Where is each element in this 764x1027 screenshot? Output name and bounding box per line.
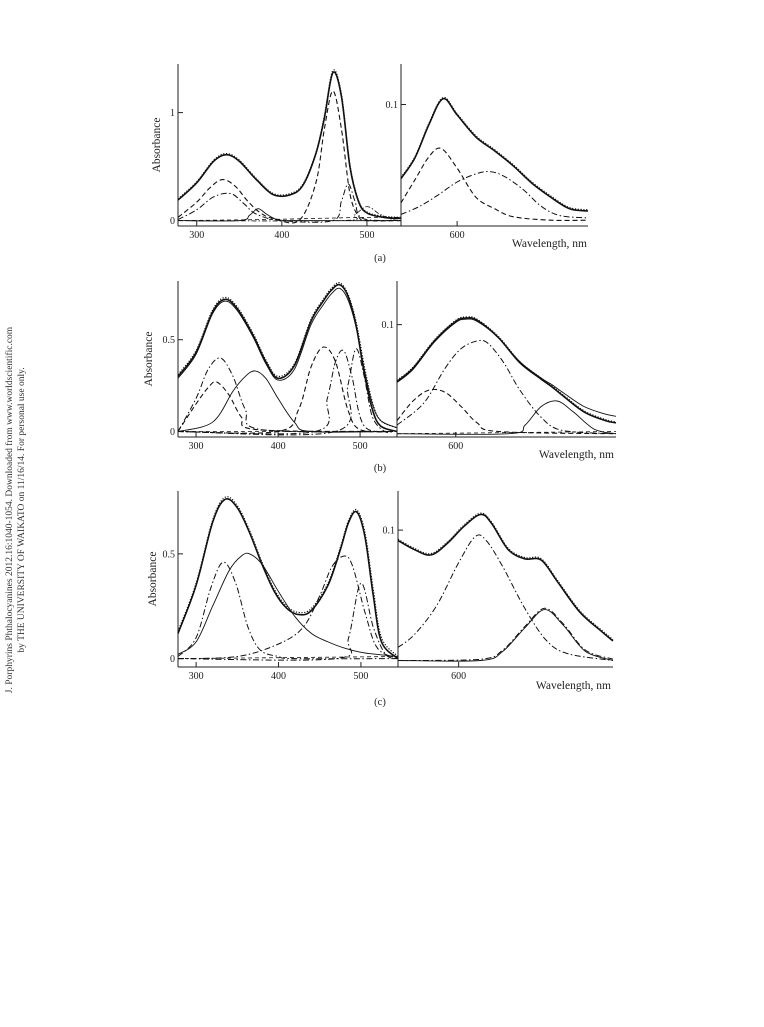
y-axis-label: Absorbance xyxy=(151,118,163,173)
spectrum-curve-dashed xyxy=(177,90,402,224)
spectrum-curve-solid-thin xyxy=(396,318,617,417)
spectrum-curve-dashdot xyxy=(177,349,393,435)
panel-1-right-plot: 0.1 600 xyxy=(386,64,589,241)
x-tick-label: 500 xyxy=(353,441,368,452)
x-axis-label: Wavelength, nm xyxy=(512,238,587,250)
spectrum-curve-dashdot xyxy=(396,339,617,435)
spectrum-curve-solid xyxy=(397,513,614,642)
y-tick-label: 0.1 xyxy=(382,320,395,331)
x-tick-label: 600 xyxy=(448,441,463,452)
spectrum-curve-solid xyxy=(177,71,402,220)
spectrum-curve-solid xyxy=(177,283,398,433)
spectrum-curve-solid-thin xyxy=(397,609,614,662)
y-tick-label: 0.1 xyxy=(386,100,399,111)
x-tick-label: 600 xyxy=(450,230,465,241)
spectrum-curve-solid-thin xyxy=(177,370,393,433)
y-axis-label: Absorbance xyxy=(147,552,159,607)
x-axis-label: Wavelength, nm xyxy=(539,449,614,461)
y-tick-label: 0 xyxy=(170,216,175,227)
spectrum-curve-dashdot xyxy=(397,534,614,661)
spectrum-curve-dotted xyxy=(177,282,398,429)
spectrum-curve-dashdot xyxy=(177,348,393,436)
spectrum-curve-dashdot xyxy=(177,183,402,223)
spectrum-curve-solid-thin xyxy=(177,552,399,657)
spectrum-curve-dashdot xyxy=(177,582,399,661)
panel-2-right-plot: 0.1 600 xyxy=(382,281,617,452)
y-axis-label: Absorbance xyxy=(143,332,155,387)
panel-label: (c) xyxy=(374,697,386,708)
spectrum-curve-solid-thin xyxy=(396,400,617,435)
spectrum-curve-dotted xyxy=(397,512,614,641)
spectrum-curve-solid-thin xyxy=(177,287,398,429)
y-tick-label: 0.5 xyxy=(163,549,176,560)
x-tick-label: 300 xyxy=(189,230,204,241)
spectrum-curve-dashdot xyxy=(400,171,589,219)
panel-1-left-plot: 0 1 300 400 500 xyxy=(170,64,402,241)
spectrum-curve-solid xyxy=(396,317,617,424)
spectrum-curve-dashed xyxy=(396,388,617,435)
x-tick-label: 300 xyxy=(189,671,204,682)
x-tick-label: 500 xyxy=(359,230,374,241)
panel-label: (b) xyxy=(374,463,387,474)
panel-3-right-plot: 0.1 600 xyxy=(383,491,614,682)
x-tick-label: 300 xyxy=(189,441,204,452)
spectrum-curve-dashed xyxy=(177,346,393,434)
spectrum-curve-dashed-thin xyxy=(177,216,402,221)
spectrum-curve-dashed xyxy=(177,381,393,433)
x-tick-label: 600 xyxy=(451,671,466,682)
y-tick-label: 0.1 xyxy=(383,526,396,537)
y-tick-label: 1 xyxy=(170,108,175,119)
spectrum-curve-dashdot xyxy=(177,357,393,433)
x-axis-label: Wavelength, nm xyxy=(536,680,611,692)
panel-label: (a) xyxy=(374,253,386,264)
spectrum-panel-1: 0 1 300 400 500 0.1 600 Absorbance Wavelength, n… xyxy=(151,64,589,264)
spectrum-curve-solid xyxy=(177,498,399,660)
x-tick-label: 500 xyxy=(353,671,368,682)
spectrum-curve-dashdot xyxy=(177,555,399,660)
spectrum-curve-dotted xyxy=(177,496,399,657)
x-tick-label: 400 xyxy=(274,230,289,241)
y-tick-label: 0.5 xyxy=(163,335,176,346)
spectrum-curve-dotted xyxy=(177,69,402,218)
y-tick-label: 0 xyxy=(170,427,175,438)
x-tick-label: 400 xyxy=(271,671,286,682)
x-tick-label: 400 xyxy=(271,441,286,452)
spectrum-curve-dashed xyxy=(400,147,589,222)
spectrum-curve-solid-thin xyxy=(177,208,402,222)
spectrum-curve-dashdot xyxy=(177,561,399,660)
y-tick-label: 0 xyxy=(170,654,175,665)
spectrum-panel-2: 0 0.5 300 400 500 0.1 600 Absorbance Wavelength,… xyxy=(143,281,617,474)
spectrum-curve-dotted xyxy=(400,96,589,211)
spectrum-curve-dashdot-thin xyxy=(177,206,402,222)
panel-3-left-plot: 0 0.5 300 400 500 xyxy=(163,491,399,682)
panel-2-left-plot: 0 0.5 300 400 500 xyxy=(163,281,398,452)
spectrum-curve-dashdot xyxy=(397,607,614,661)
spectrum-curve-solid xyxy=(400,97,589,212)
spectrum-panel-3: 0 0.5 300 400 500 0.1 600 Absorbance Wavelength,… xyxy=(147,491,614,708)
